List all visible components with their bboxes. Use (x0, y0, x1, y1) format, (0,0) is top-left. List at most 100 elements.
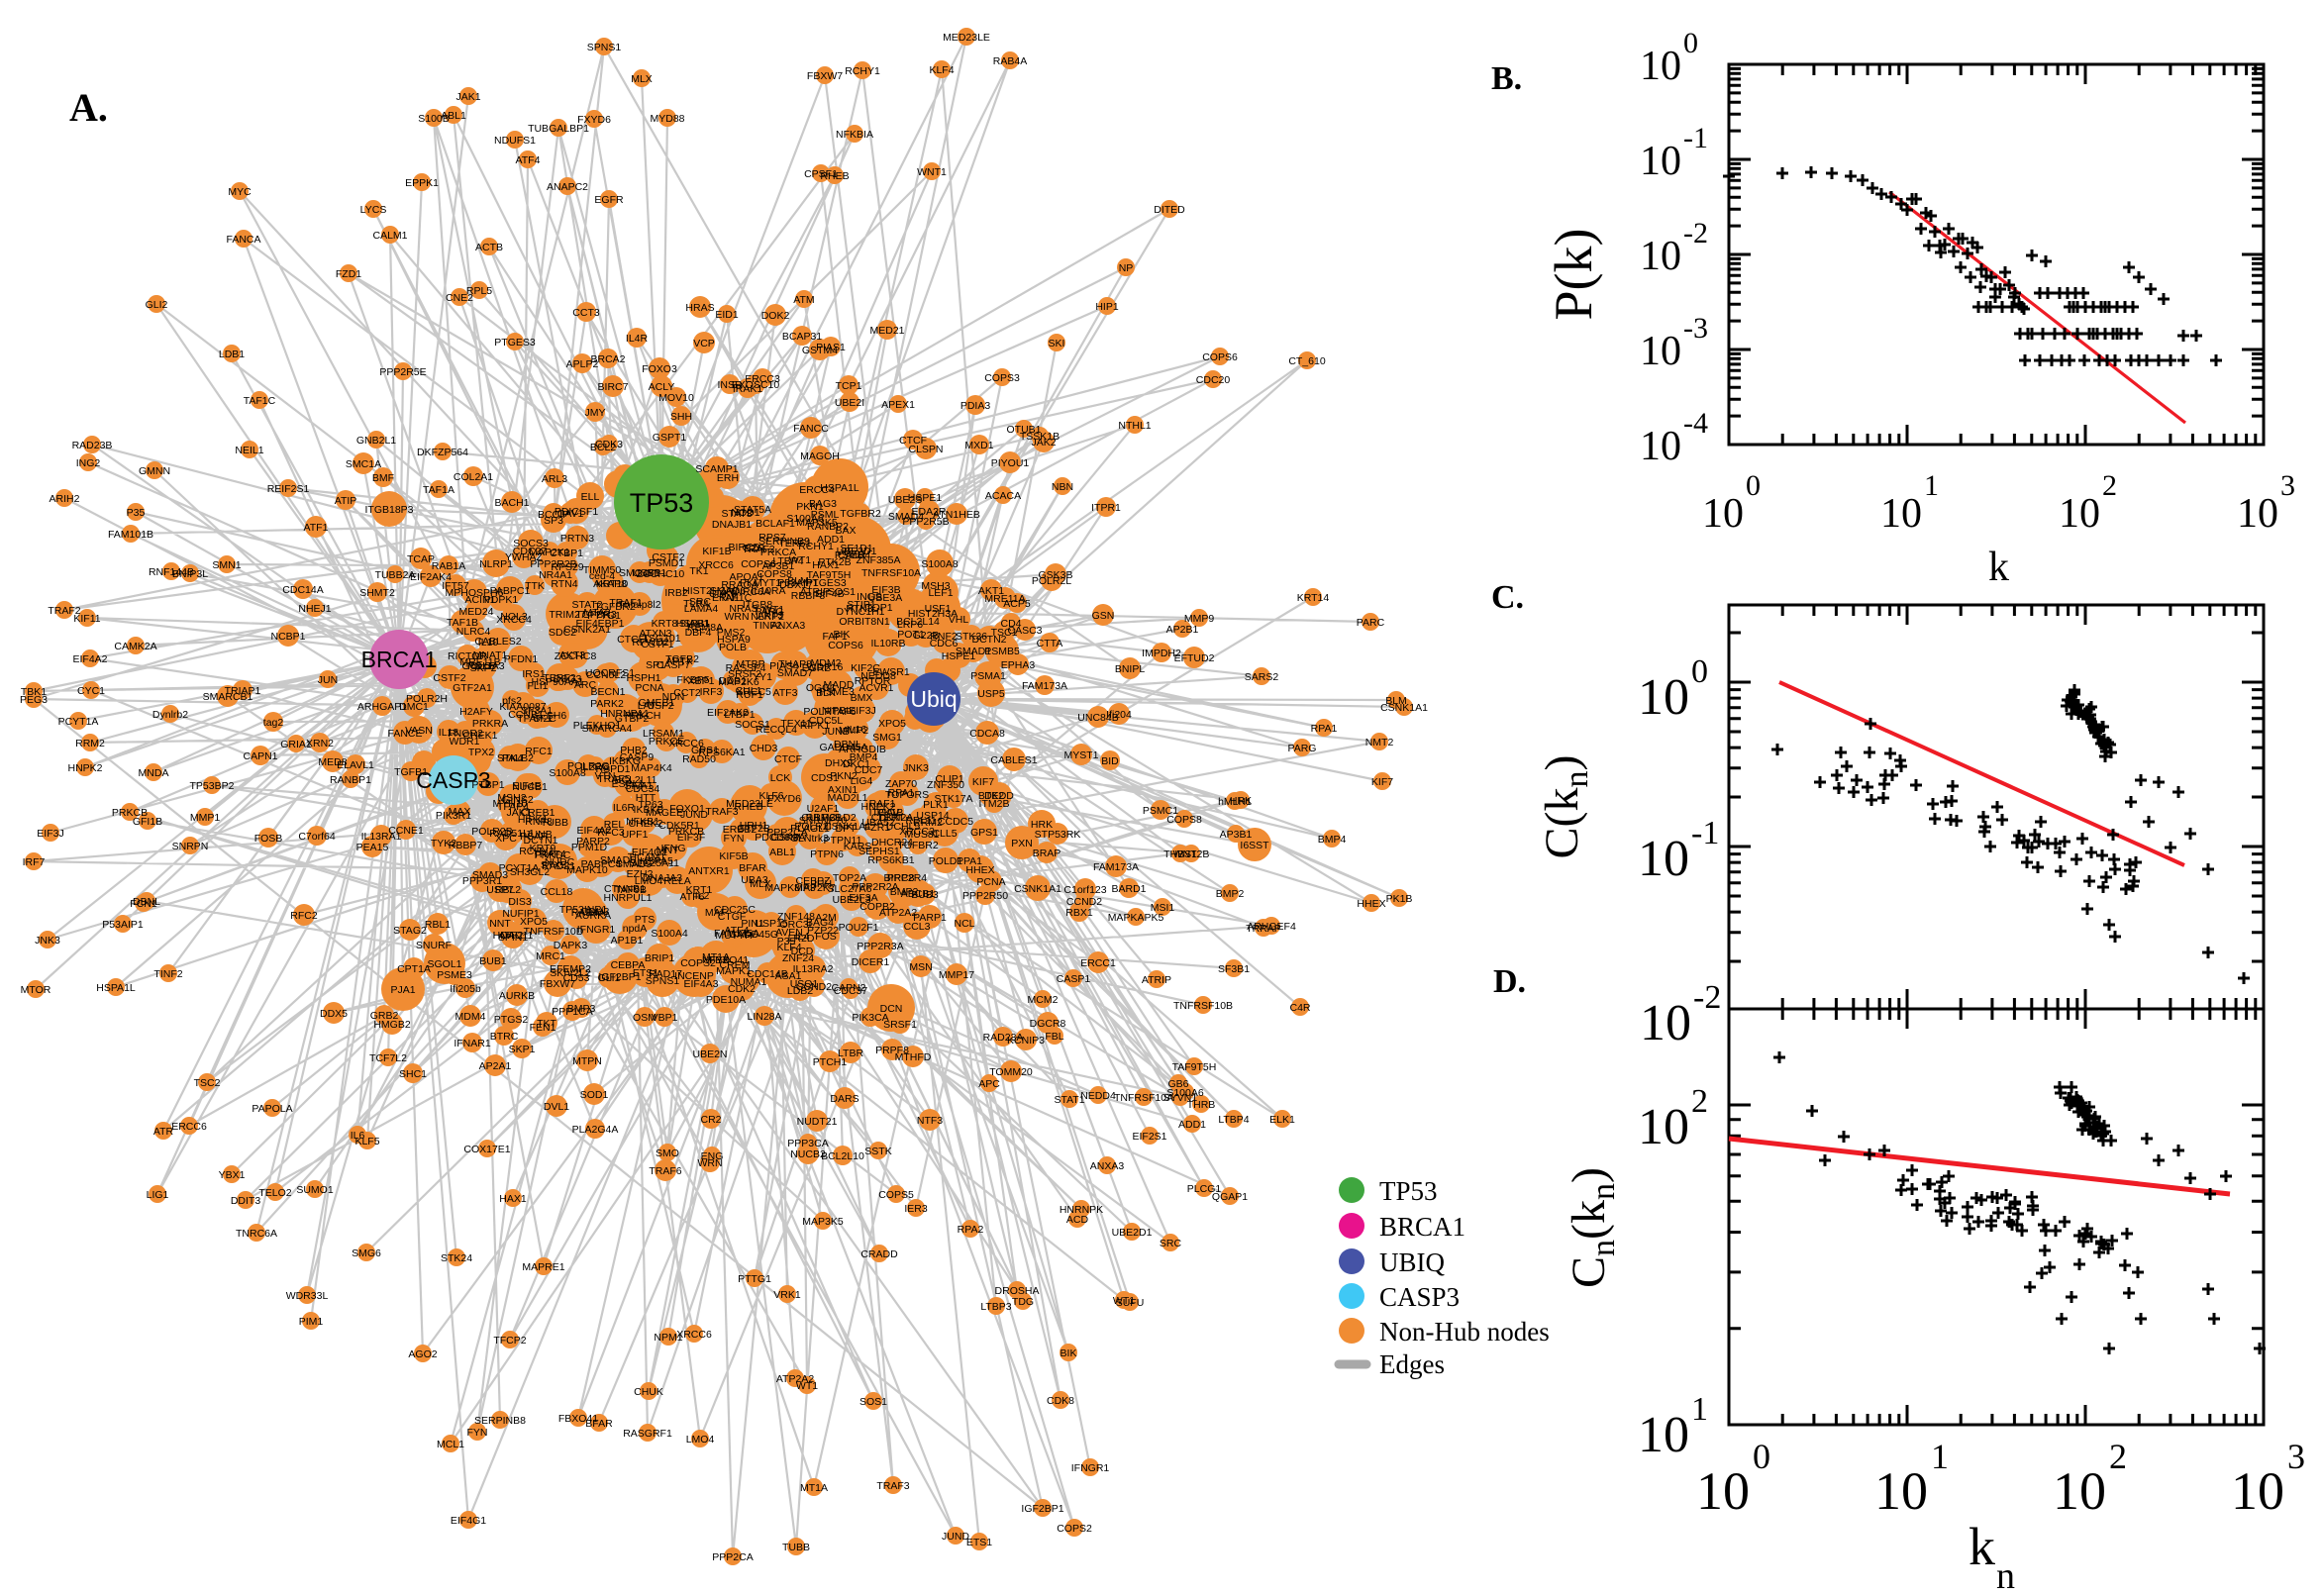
svg-text:TRIAP1: TRIAP1 (225, 685, 261, 697)
svg-text:PSMA1: PSMA1 (970, 670, 1006, 682)
svg-text:NFKB1: NFKB1 (626, 816, 659, 828)
svg-text:USP5: USP5 (977, 688, 1005, 700)
svg-text:Non-Hub nodes: Non-Hub nodes (1379, 1317, 1550, 1347)
svg-text:BNIP3L: BNIP3L (172, 568, 208, 580)
svg-text:GOLGA3: GOLGA3 (461, 660, 504, 672)
svg-text:SRSF2: SRSF2 (728, 668, 761, 680)
svg-text:P(k): P(k) (1544, 229, 1603, 321)
svg-text:Dynlrb2: Dynlrb2 (152, 709, 188, 721)
svg-text:NUDT21: NUDT21 (797, 1116, 838, 1128)
svg-text:MMP9: MMP9 (1184, 613, 1214, 625)
svg-text:BIRC7: BIRC7 (598, 381, 629, 393)
svg-text:KIF7: KIF7 (972, 776, 994, 788)
svg-text:LEF1: LEF1 (928, 587, 953, 599)
svg-text:TNRC6A: TNRC6A (236, 1228, 277, 1240)
svg-text:HAX1: HAX1 (812, 559, 840, 571)
svg-text:VBP1: VBP1 (652, 1012, 678, 1024)
svg-text:PRKCH: PRKCH (625, 710, 661, 722)
svg-text:BNIPL: BNIPL (1115, 663, 1146, 675)
svg-text:IFNG: IFNG (660, 843, 685, 854)
svg-text:EGFR: EGFR (594, 194, 624, 206)
svg-text:WT1: WT1 (1113, 1295, 1135, 1307)
svg-text:MRC1: MRC1 (536, 950, 565, 962)
svg-text:TOMM20: TOMM20 (989, 1066, 1033, 1078)
svg-text:SPNS1: SPNS1 (587, 42, 622, 53)
svg-text:XRCC6: XRCC6 (668, 738, 704, 749)
svg-text:PPP2CA: PPP2CA (766, 827, 807, 839)
svg-text:RPA1: RPA1 (888, 787, 915, 799)
svg-text:BIK: BIK (1060, 1347, 1077, 1359)
svg-text:CDC14A: CDC14A (282, 584, 323, 596)
svg-text:RBBP8: RBBP8 (791, 590, 826, 602)
svg-text:10: 10 (1638, 669, 1689, 726)
svg-text:UBE2N: UBE2N (692, 1048, 727, 1060)
svg-text:AP3B1: AP3B1 (762, 560, 795, 572)
svg-text:CSNK1A1: CSNK1A1 (1014, 883, 1061, 895)
svg-text:MTPN: MTPN (572, 1055, 602, 1067)
svg-text:POT1: POT1 (897, 629, 925, 641)
svg-text:C4R: C4R (1289, 1002, 1310, 1014)
svg-text:RAB1A: RAB1A (432, 560, 465, 572)
svg-text:HNPK2: HNPK2 (860, 801, 895, 813)
svg-text:MED8: MED8 (318, 756, 347, 768)
svg-text:MLX: MLX (631, 73, 653, 85)
svg-text:JUND: JUND (680, 809, 708, 821)
svg-text:TPX2: TPX2 (468, 747, 494, 758)
svg-text:CDK8: CDK8 (1047, 1395, 1074, 1407)
svg-text:D.: D. (1493, 963, 1526, 1000)
svg-text:PEG3: PEG3 (20, 694, 48, 706)
svg-text:HSPB1: HSPB1 (676, 618, 711, 630)
svg-text:GLI1: GLI1 (598, 972, 621, 984)
svg-text:PDE10A: PDE10A (706, 994, 746, 1006)
svg-text:DVL1: DVL1 (544, 1101, 569, 1113)
svg-text:10: 10 (1880, 491, 1922, 537)
svg-text:TRAF3: TRAF3 (705, 806, 738, 818)
svg-text:S100A8: S100A8 (921, 558, 959, 570)
svg-text:FZD1: FZD1 (336, 268, 361, 280)
svg-text:FYN: FYN (724, 833, 745, 845)
svg-text:tag2: tag2 (263, 717, 284, 729)
svg-text:PPP2R3A: PPP2R3A (857, 941, 903, 952)
svg-text:10: 10 (2059, 491, 2100, 537)
svg-text:BMP4: BMP4 (1318, 834, 1347, 846)
svg-text:PIYOU1: PIYOU1 (991, 457, 1030, 469)
svg-text:AGO2: AGO2 (408, 1348, 437, 1360)
svg-text:STAT1: STAT1 (1054, 1094, 1084, 1106)
svg-text:MSH3: MSH3 (921, 580, 950, 592)
svg-text:NEDD4: NEDD4 (1080, 1090, 1116, 1102)
svg-text:EIF4G1: EIF4G1 (632, 847, 667, 858)
svg-text:IFNAR1: IFNAR1 (454, 1038, 491, 1049)
svg-text:CDK5R1: CDK5R1 (658, 820, 700, 832)
svg-text:KIF7: KIF7 (1371, 776, 1393, 788)
svg-text:MAP3K5: MAP3K5 (796, 517, 838, 529)
svg-text:STP53RK: STP53RK (1035, 829, 1081, 841)
svg-text:JAK1: JAK1 (506, 807, 531, 819)
svg-text:XRCC6: XRCC6 (698, 559, 734, 571)
svg-text:NP: NP (1119, 262, 1134, 274)
svg-text:10: 10 (1874, 1461, 1928, 1521)
svg-text:1: 1 (1931, 1437, 1949, 1476)
svg-text:PK1B: PK1B (1386, 893, 1413, 905)
svg-text:ELL: ELL (581, 491, 600, 503)
svg-text:AURKB: AURKB (499, 990, 535, 1002)
svg-text:ABL1: ABL1 (441, 110, 466, 122)
svg-text:TGFBR2: TGFBR2 (840, 508, 881, 520)
svg-text:EFTUD2: EFTUD2 (1174, 652, 1215, 664)
svg-text:WNT2B: WNT2B (1173, 848, 1210, 860)
svg-text:0: 0 (1753, 1437, 1770, 1476)
svg-text:PIK3CA: PIK3CA (852, 1012, 888, 1024)
svg-text:DARS: DARS (830, 1093, 858, 1105)
svg-text:TOPORS: TOPORS (885, 789, 929, 801)
svg-text:ABL1: ABL1 (769, 847, 795, 858)
svg-text:SMG1: SMG1 (872, 732, 902, 744)
svg-text:TRAF2: TRAF2 (742, 544, 774, 555)
svg-text:RFC1: RFC1 (525, 746, 553, 757)
svg-text:WT1: WT1 (762, 604, 784, 616)
svg-text:TIMM50: TIMM50 (583, 564, 622, 576)
svg-text:SOD1: SOD1 (580, 1089, 609, 1101)
svg-text:MLX: MLX (750, 878, 771, 890)
svg-text:10: 10 (1702, 491, 1744, 537)
svg-text:CAV1: CAV1 (557, 508, 584, 520)
svg-text:CASP1: CASP1 (1057, 973, 1091, 985)
svg-text:IKBKB: IKBKB (634, 804, 664, 816)
